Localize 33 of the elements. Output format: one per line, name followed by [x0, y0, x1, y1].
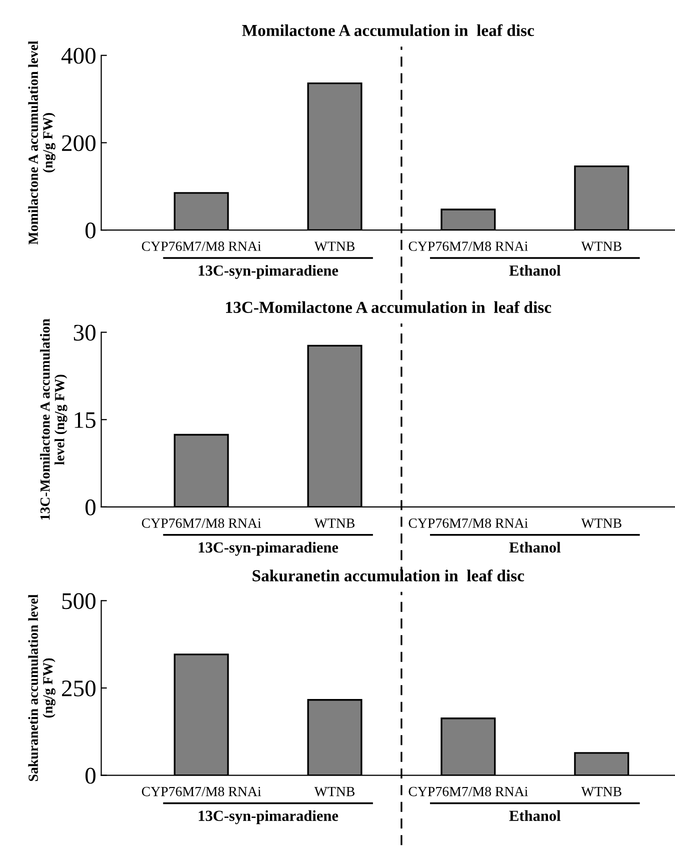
y-tick-label: 200 [62, 135, 96, 152]
y-axis-title: 13C-Momilactone A accumulation level (ng/g FW) [40, 318, 68, 520]
x-tick-label: WTNB [581, 786, 622, 796]
y-tick-label: 0 [85, 768, 96, 784]
x-tick-label: CYP76M7/M8 RNAi [408, 786, 528, 796]
text: Ethanol [509, 810, 561, 822]
chart-title: Sakuranetin accumulation in leaf disc [252, 569, 524, 582]
text: 13C-syn-pimaradiene [198, 810, 338, 824]
x-tick-label: CYP76M7/M8 RNAi [142, 242, 262, 251]
y-tick-label: 0 [85, 499, 96, 516]
y-axis-title: Sakuranetin accumulation level (ng/g FW) [28, 594, 56, 781]
text: 13C-syn-pimaradiene [198, 542, 338, 556]
y-axis-title: Momilactone A accumulation level (ng/g FW) [28, 40, 56, 245]
x-tick-label: CYP76M7/M8 RNAi [142, 786, 262, 796]
text: Ethanol [509, 542, 561, 553]
x-tick-label: CYP76M7/M8 RNAi [408, 242, 528, 251]
text: Ethanol [509, 264, 561, 276]
x-tick-label: WTNB [314, 518, 355, 528]
text: 13C-syn-pimaradiene [198, 264, 338, 279]
y-tick-label: 15 [74, 412, 96, 428]
x-tick-label: WTNB [581, 242, 622, 251]
x-tick-label: CYP76M7/M8 RNAi [142, 518, 262, 528]
x-tick-label: WTNB [314, 786, 355, 796]
chart-title: 13C-Momilactone A accumulation in leaf disc [226, 301, 552, 314]
x-tick-label: WTNB [581, 518, 622, 528]
y-tick-label: 500 [62, 593, 96, 610]
y-tick-label: 0 [85, 222, 96, 238]
x-tick-label: WTNB [314, 242, 355, 251]
y-tick-label: 30 [74, 324, 96, 341]
chart-title: Momilactone A accumulation in leaf disc [242, 24, 534, 36]
y-tick-label: 400 [61, 48, 96, 64]
x-tick-label: CYP76M7/M8 RNAi [408, 518, 528, 528]
y-tick-label: 250 [62, 680, 96, 696]
